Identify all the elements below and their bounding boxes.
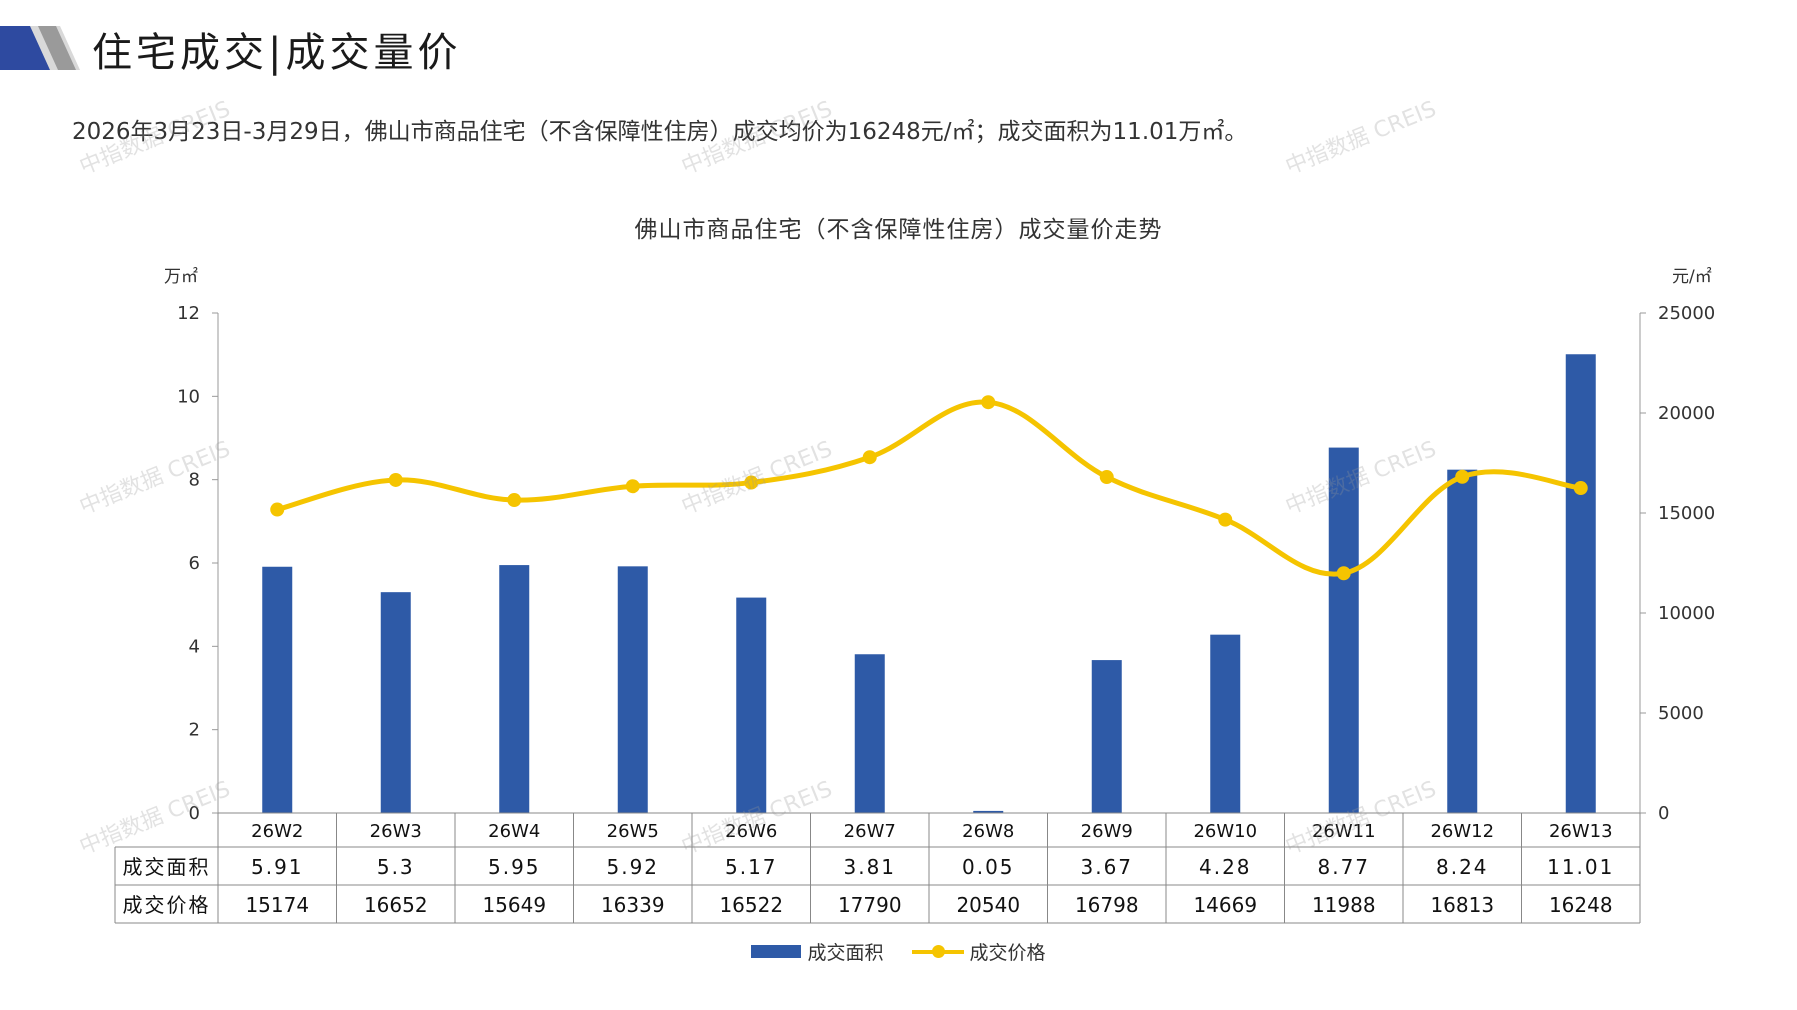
category-label: 26W4: [488, 821, 540, 842]
price-point: [862, 450, 877, 465]
price-value-label: 16248: [1549, 893, 1613, 917]
price-point: [1336, 566, 1351, 581]
bar: [736, 597, 767, 813]
price-value-label: 15174: [245, 893, 309, 917]
left-tick-label: 10: [177, 386, 200, 407]
price-value-label: 16339: [601, 893, 665, 917]
bar: [380, 592, 411, 813]
header-accent-icon: [0, 26, 80, 70]
category-label: 26W13: [1549, 821, 1613, 842]
area-value-label: 8.77: [1317, 855, 1370, 879]
right-axis-unit: 元/㎡: [1672, 267, 1712, 287]
summary-text: 2026年3月23日-3月29日，佛山市商品住宅（不含保障性住房）成交均价为16…: [72, 119, 1248, 145]
table-row-header: 成交面积: [123, 855, 211, 879]
category-label: 26W6: [725, 821, 777, 842]
area-value-label: 3.81: [843, 855, 896, 879]
price-value-label: 16798: [1075, 893, 1139, 917]
bar: [1447, 469, 1478, 813]
bar: [1091, 660, 1122, 813]
category-label: 26W2: [251, 821, 303, 842]
price-point: [388, 472, 403, 487]
legend-label: 成交价格: [969, 942, 1046, 964]
left-tick-label: 8: [189, 470, 200, 491]
chart-title: 佛山市商品住宅（不含保障性住房）成交量价走势: [634, 217, 1163, 243]
bar: [617, 566, 648, 813]
legend-line-swatch: [911, 945, 964, 958]
category-label: 26W8: [962, 821, 1014, 842]
price-value-label: 17790: [838, 893, 902, 917]
bar: [1328, 447, 1359, 813]
price-value-label: 15649: [482, 893, 546, 917]
price-value-label: 16522: [719, 893, 783, 917]
price-point: [981, 395, 996, 410]
bar: [1210, 634, 1241, 813]
area-value-label: 5.17: [725, 855, 778, 879]
bar: [499, 565, 530, 813]
bar: [1565, 354, 1596, 813]
legend: 成交面积 成交价格: [0, 938, 1797, 965]
left-tick-label: 0: [189, 803, 200, 824]
right-tick-label: 10000: [1658, 603, 1715, 624]
price-value-label: 16652: [364, 893, 428, 917]
category-label: 26W11: [1312, 821, 1376, 842]
right-tick-label: 25000: [1658, 303, 1715, 324]
category-label: 26W9: [1081, 821, 1133, 842]
price-point: [625, 479, 640, 494]
price-value-label: 14669: [1193, 893, 1257, 917]
category-label: 26W5: [607, 821, 659, 842]
area-value-label: 4.28: [1199, 855, 1252, 879]
price-point: [270, 502, 285, 517]
area-value-label: 5.91: [251, 855, 304, 879]
area-value-label: 8.24: [1436, 855, 1489, 879]
price-value-label: 20540: [956, 893, 1020, 917]
right-tick-label: 5000: [1658, 703, 1704, 724]
category-label: 26W3: [370, 821, 422, 842]
legend-item-area: 成交面积: [751, 938, 884, 965]
table-row-header: 成交价格: [123, 893, 211, 917]
category-label: 26W12: [1430, 821, 1494, 842]
price-value-label: 11988: [1312, 893, 1376, 917]
legend-item-price: 成交价格: [911, 938, 1046, 965]
price-value-label: 16813: [1430, 893, 1494, 917]
bar: [854, 654, 885, 813]
area-value-label: 0.05: [962, 855, 1015, 879]
area-value-label: 5.3: [377, 855, 415, 879]
legend-bar-swatch: [751, 945, 802, 958]
category-label: 26W10: [1193, 821, 1257, 842]
area-value-label: 11.01: [1547, 855, 1614, 879]
page-title: 住宅成交|成交量价: [92, 30, 462, 76]
price-point: [1455, 469, 1470, 484]
price-point: [507, 493, 522, 508]
price-point: [1099, 470, 1114, 485]
legend-label: 成交面积: [807, 942, 884, 964]
right-tick-label: 0: [1658, 803, 1669, 824]
left-tick-label: 4: [189, 636, 200, 657]
price-point: [1218, 512, 1233, 527]
right-tick-label: 20000: [1658, 403, 1715, 424]
left-axis-unit: 万㎡: [164, 267, 198, 287]
right-tick-label: 15000: [1658, 503, 1715, 524]
price-point: [744, 475, 759, 490]
area-value-label: 3.67: [1080, 855, 1133, 879]
category-label: 26W7: [844, 821, 896, 842]
left-tick-label: 12: [177, 303, 200, 324]
price-point: [1573, 481, 1588, 496]
area-value-label: 5.92: [606, 855, 659, 879]
area-value-label: 5.95: [488, 855, 541, 879]
left-tick-label: 2: [189, 720, 200, 741]
left-tick-label: 6: [189, 553, 200, 574]
bar: [973, 810, 1004, 813]
bar: [262, 566, 293, 813]
price-line: [276, 399, 1582, 577]
